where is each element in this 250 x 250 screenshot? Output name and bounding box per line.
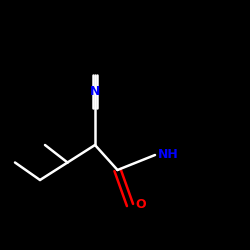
Text: N: N — [90, 85, 100, 98]
Text: NH: NH — [158, 148, 178, 162]
Text: O: O — [135, 198, 145, 211]
